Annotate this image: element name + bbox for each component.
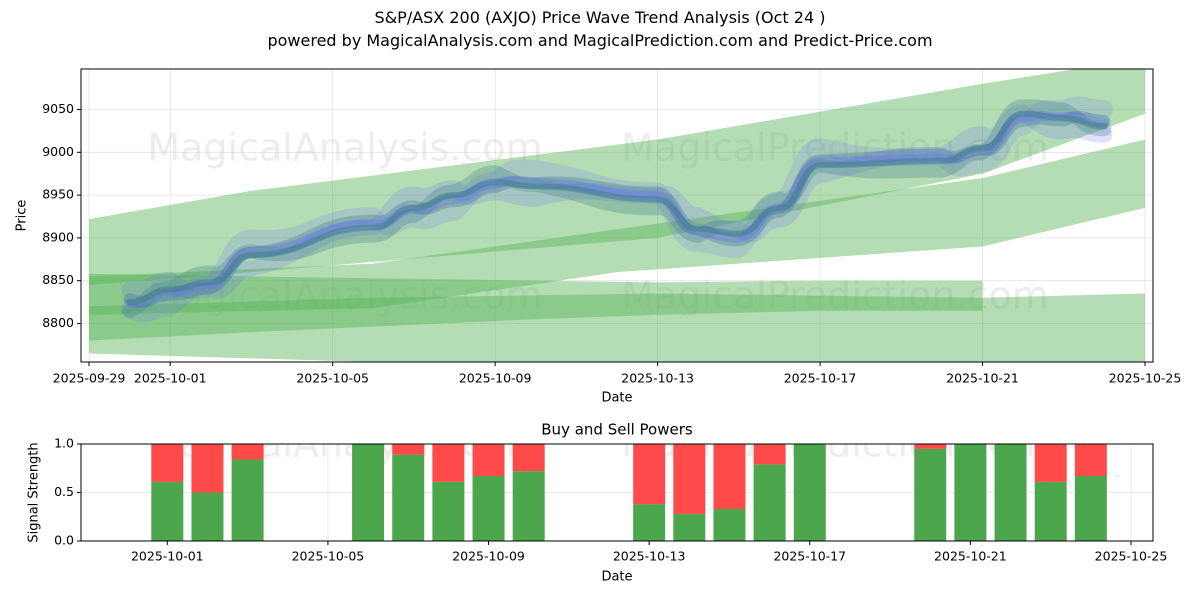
buy-bar (472, 476, 505, 541)
buy-bar (954, 444, 987, 541)
signal-plot-content: MagicalAnalysis.com MagicalPrediction.com (147, 444, 1107, 541)
signal-x-tick-label: 2025-10-05 (292, 549, 365, 564)
price-x-tick-label: 2025-10-05 (296, 371, 369, 386)
signal-y-tick-label: 0.5 (54, 484, 74, 499)
trend-band-3 (89, 293, 1145, 362)
sell-bar (1034, 444, 1067, 482)
buy-bar (753, 464, 786, 541)
sell-bar (713, 444, 746, 509)
price-wave-line (121, 104, 1113, 300)
price-y-tick-label: 8800 (42, 315, 74, 330)
watermark-text: MagicalPrediction.com (621, 274, 1049, 318)
price-y-tick-label: 9000 (42, 144, 74, 159)
sell-bar (151, 444, 184, 482)
price-plot-content: MagicalAnalysis.com MagicalPrediction.com… (89, 69, 1145, 362)
buy-bar (713, 508, 746, 541)
buy-bar (793, 444, 826, 541)
trend-band-2 (89, 139, 1145, 315)
price-y-tick-label: 9050 (42, 101, 74, 116)
signal-x-tick-label: 2025-10-21 (934, 549, 1007, 564)
trend-band-4 (89, 273, 983, 341)
price-x-tick-label: 2025-09-29 (53, 371, 126, 386)
price-y-axis-label: Price (15, 200, 30, 232)
chart-title: S&P/ASX 200 (AXJO) Price Wave Trend Anal… (374, 8, 826, 27)
buy-bar (1074, 476, 1107, 541)
signal-y-axis-label: Signal Strength (27, 442, 42, 542)
price-y-tick-label: 8900 (42, 229, 74, 244)
signal-x-tick-label: 2025-10-25 (1095, 549, 1168, 564)
price-y-tick-label: 8950 (42, 187, 74, 202)
buy-bar (392, 454, 425, 541)
signal-x-axis-label: Date (601, 570, 632, 585)
price-x-axis-label: Date (601, 391, 632, 406)
signal-y-tick-label: 0.0 (54, 533, 74, 548)
buy-bar (914, 448, 947, 541)
sell-bar (914, 444, 947, 449)
price-plot-frame (80, 68, 1154, 363)
signal-panel: MagicalAnalysis.com MagicalPrediction.com… (27, 421, 1168, 585)
chart-subtitle: powered by MagicalAnalysis.com and Magic… (267, 31, 933, 50)
buy-bar (673, 513, 706, 541)
signal-y-tick-label: 1.0 (54, 436, 74, 451)
buy-bar (512, 471, 545, 541)
sell-bar (673, 444, 706, 514)
price-plot-area (81, 69, 1153, 362)
buy-bar (231, 459, 264, 541)
buy-bar (151, 481, 184, 541)
price-x-tick-label: 2025-10-01 (134, 371, 207, 386)
signal-x-tick-label: 2025-10-09 (452, 549, 525, 564)
sell-bar (191, 444, 224, 493)
price-x-tick-label: 2025-10-21 (946, 371, 1019, 386)
signal-x-tick-label: 2025-10-01 (131, 549, 204, 564)
price-panel: MagicalAnalysis.com MagicalPrediction.com… (15, 68, 1182, 406)
price-x-tick-label: 2025-10-09 (459, 371, 532, 386)
watermark-text: MagicalAnalysis.com (147, 126, 542, 170)
sell-bar (392, 444, 425, 455)
price-y-tick-label: 8850 (42, 272, 74, 287)
sell-bar (231, 444, 264, 460)
signal-x-tick-label: 2025-10-13 (613, 549, 686, 564)
price-wave-line (126, 110, 1108, 306)
sell-bar (1074, 444, 1107, 477)
price-x-tick-label: 2025-10-13 (621, 371, 694, 386)
price-x-tick-label: 2025-10-17 (784, 371, 857, 386)
buy-bar (994, 444, 1027, 541)
buy-bar (352, 444, 385, 541)
sell-bar (472, 444, 505, 477)
sell-bar (512, 444, 545, 472)
signal-chart-title: Buy and Sell Powers (541, 421, 693, 439)
buy-bar (191, 492, 224, 541)
sell-bar (633, 444, 666, 505)
signal-x-tick-label: 2025-10-17 (773, 549, 846, 564)
buy-bar (1034, 481, 1067, 541)
sell-bar (753, 444, 786, 465)
buy-bar (432, 481, 465, 541)
buy-bar (633, 504, 666, 541)
price-x-tick-label: 2025-10-25 (1109, 371, 1182, 386)
price-wave-line (120, 96, 1114, 323)
sell-bar (432, 444, 465, 482)
